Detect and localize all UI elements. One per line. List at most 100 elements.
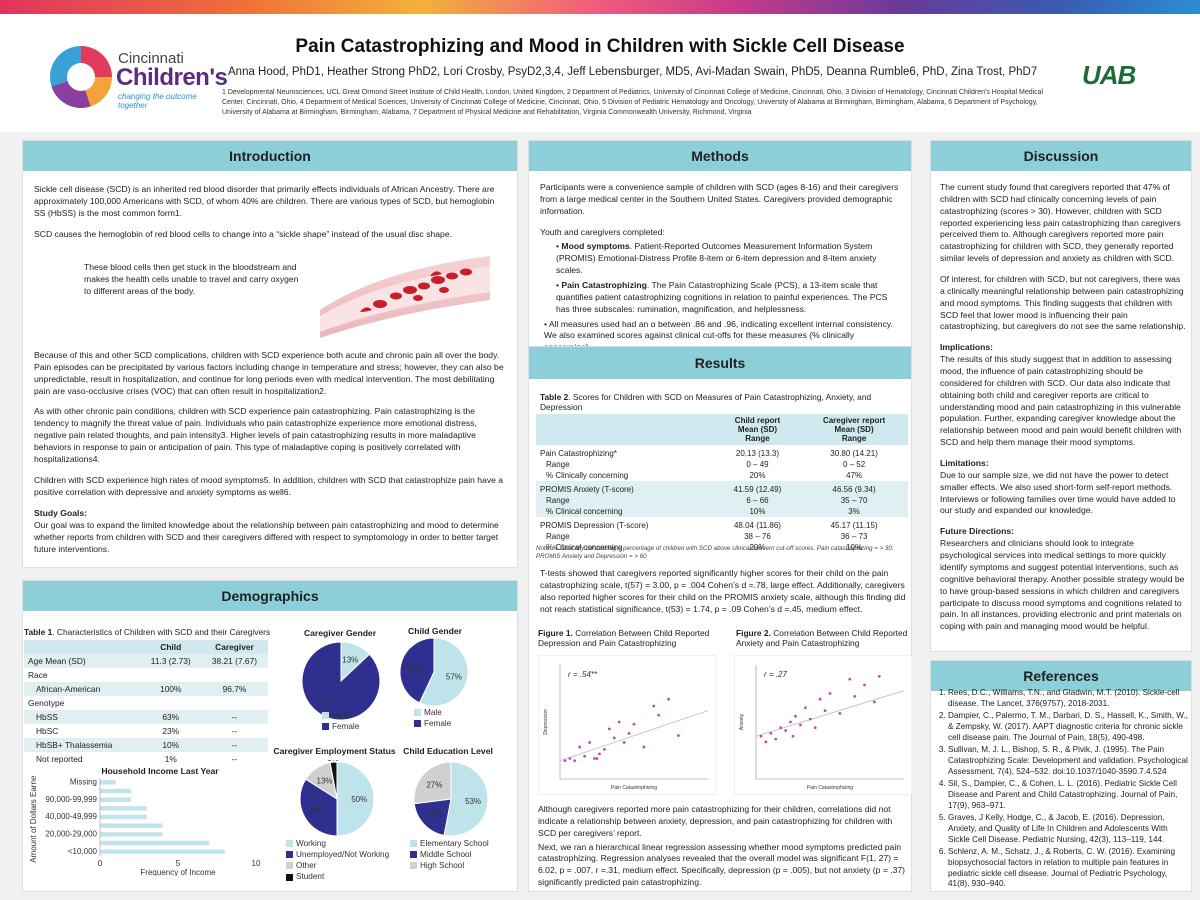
table1: Child Caregiver Age Mean (SD) 11.3 (2.73) 3…: [24, 640, 268, 766]
scatter-point: [568, 757, 572, 760]
scatter-point: [677, 734, 680, 738]
table-cell: 11.3 (2.73): [140, 654, 201, 668]
limitations-label: Limitations:: [940, 458, 989, 469]
income-y-label: Amount of Dollars Earned: [29, 776, 38, 863]
pie-slice: [413, 761, 452, 805]
legend-item: Male: [322, 710, 359, 721]
table-cell: 10%: [846, 543, 863, 552]
table-cell: [141, 668, 201, 682]
bullet-label: Pain Catastrophizing: [561, 280, 647, 291]
table-cell: 38 – 76: [744, 532, 771, 541]
table2-header-row: Child report Mean (SD) Range Caregiver re…: [536, 414, 908, 445]
scatter-point: [863, 683, 866, 687]
methods-heading: Methods: [529, 141, 911, 171]
poster-affiliations: 1 Developmental Neurosciences, UCL Great…: [222, 89, 1044, 117]
table-cell: Range: [536, 495, 715, 506]
child-gender-pie: 57% 43%: [399, 637, 469, 707]
references-panel: References: [930, 660, 1192, 892]
table-row: African-American 100% 96.7%: [24, 682, 268, 696]
legend-item: Other: [286, 860, 389, 871]
income-x-tick: 10: [252, 859, 261, 868]
scatter-point: [799, 723, 802, 727]
scatter-frame: [734, 655, 912, 795]
table-cell: HbSB+ Thalassemia: [24, 738, 141, 752]
implications-label: Implications:: [940, 342, 994, 353]
legend-item: Female: [322, 721, 359, 732]
scatter-point: [642, 745, 646, 749]
table-row: % Clinical concerning 20% 10%: [536, 542, 908, 553]
legend-item: Female: [414, 718, 451, 729]
table1-body: Age Mean (SD) 11.3 (2.73) 38.21 (7.67) Race…: [24, 654, 268, 766]
table-row: % Clinically concerning 20% 47%: [536, 470, 908, 481]
table-cell: 46.56 (9.34): [800, 481, 908, 495]
table-cell: 3%: [800, 506, 908, 517]
methods-body: Participants were a convenience sample o…: [540, 182, 902, 357]
pie-slice: [418, 637, 469, 707]
income-bar-chart: Missing 90,000-99,999 40,000-49,999 20,000-…: [29, 776, 261, 876]
fig1-caption-label: Figure 1.: [538, 628, 573, 638]
demographics-panel: Demographics: [22, 580, 518, 892]
reference-item: Rees, D.C., Williams, T.N., and Gladwin,…: [948, 688, 1190, 709]
table-cell: Range: [546, 460, 570, 469]
scatter-point: [848, 677, 852, 681]
results-paragraph-1: T-tests showed that caregivers reported …: [540, 568, 906, 614]
employment-legend: Working Unemployed/Not Working Other Stu…: [286, 838, 389, 882]
table-cell: 0 – 49: [746, 460, 769, 469]
table-cell: African-American: [24, 682, 141, 696]
legend-label-working: Working: [296, 839, 326, 848]
scatter-point: [603, 747, 606, 751]
scatter-point: [607, 727, 611, 731]
table-cell: % Clinically concerning: [546, 471, 629, 480]
table-cell: 10%: [140, 738, 201, 752]
fig1-caption: Figure 1. Correlation Between Child Repo…: [538, 628, 718, 648]
table-row: HbSS 63% --: [24, 710, 268, 724]
income-x-label: Frequency of Income: [140, 868, 216, 876]
fig2-scatter: r = .27 Anxiety Pain Catastrophizing: [734, 655, 912, 795]
table-cell: Not reported: [36, 754, 83, 764]
scatter-point: [627, 732, 631, 735]
intro-paragraph-6: Children with SCD experience high rates …: [34, 474, 504, 497]
blood-vessel-illustration: [320, 256, 490, 338]
intro-paragraph-2: SCD causes the hemoglobin of red blood c…: [34, 228, 453, 239]
table-row: Range 0 – 49 0 – 52: [536, 459, 908, 470]
legend-item: Unemployed/Not Working: [286, 849, 389, 860]
scatter-point: [794, 714, 797, 718]
table-cell: % Clinical concerning: [546, 543, 623, 552]
discussion-paragraph-1: The current study found that caregivers …: [940, 182, 1181, 264]
table-cell: Genotype: [28, 698, 65, 708]
scatter-point: [873, 700, 876, 704]
income-tick-label: 40,000-49,999: [45, 812, 97, 821]
table-cell: --: [200, 738, 268, 752]
discussion-body: The current study found that caregivers …: [940, 182, 1186, 642]
income-tick-label: 90,000-99,999: [45, 795, 97, 804]
scatter-point: [588, 741, 591, 744]
fig1-caption-text: Correlation Between Child Reported Depre…: [538, 628, 710, 648]
table-row: % Clinical concerning 10% 3%: [536, 506, 908, 517]
pie-slice: [443, 761, 489, 837]
scatter-point: [759, 734, 763, 738]
methods-paragraph-2: Youth and caregivers completed:: [540, 226, 665, 237]
scatter-point: [828, 692, 832, 695]
scatter-point: [813, 726, 817, 730]
table-row: PROMIS Anxiety (T-score) 41.59 (12.49) 46.…: [536, 481, 908, 495]
pie-label: 87%: [324, 698, 340, 707]
top-color-bar: [0, 0, 1200, 14]
reference-item: Dampier, C., Palermo, T. M., Darbari, D.…: [948, 711, 1190, 743]
education-title: Child Education Level: [403, 746, 493, 756]
income-bar: [100, 832, 163, 837]
fig2-caption-label: Figure 2.: [736, 628, 771, 638]
table-cell: --: [231, 754, 238, 764]
caregiver-gender-title: Caregiver Gender: [303, 628, 377, 638]
study-goals-label: Study Goals:: [34, 508, 88, 519]
pie-label: 53%: [465, 797, 481, 806]
legend-label-female: Female: [424, 719, 452, 729]
scatter-point: [595, 757, 599, 760]
table-cell: 41.59 (12.49): [714, 481, 801, 495]
scatter-point: [612, 736, 616, 740]
implications: Implications: The results of this study s…: [940, 342, 1186, 449]
table1-header-row: Child Caregiver: [24, 640, 268, 654]
table-cell: 20%: [749, 471, 766, 480]
intro-paragraph-3: These blood cells then get stuck in the …: [84, 262, 299, 296]
scatter-point: [652, 704, 656, 708]
methods-panel: Methods: [528, 140, 912, 350]
